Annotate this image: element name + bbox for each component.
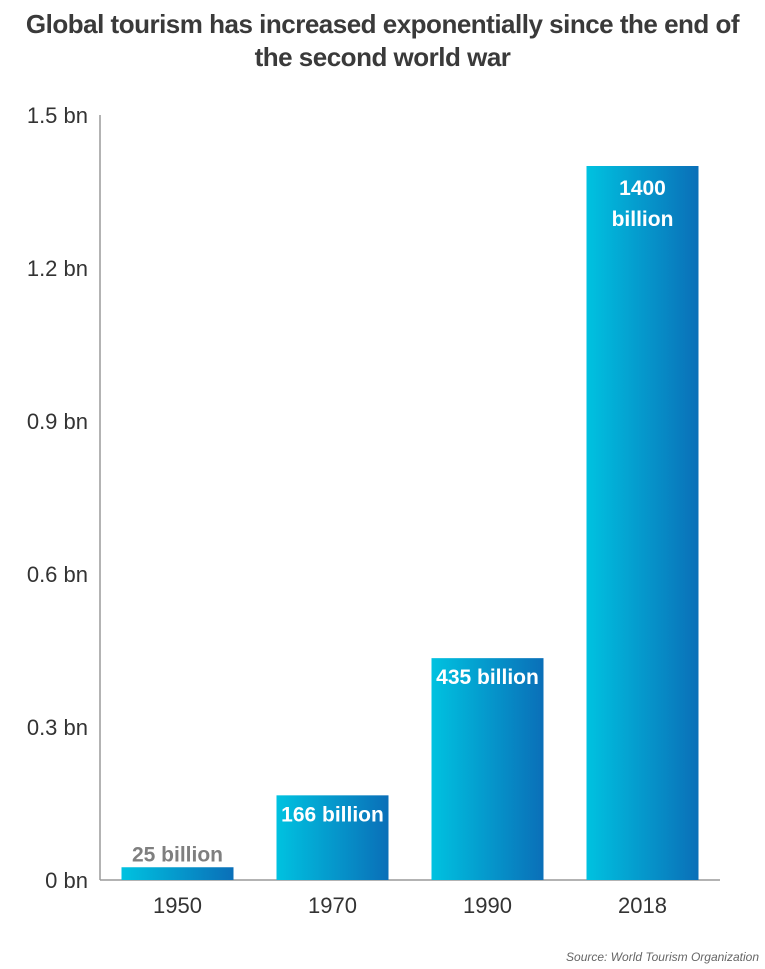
data-label: 435 billion [436,666,539,689]
data-label: 25 billion [132,843,223,866]
y-tick-label: 0.6 bn [27,562,88,587]
bar-1970 [276,795,389,880]
y-tick-label: 1.5 bn [27,103,88,128]
bar-chart: 0 bn 0.3 bn 0.6 bn 0.9 bn 1.2 bn 1.5 bn 1950 19… [27,103,720,918]
y-tick-label: 0.9 bn [27,409,88,434]
bar-1990 [431,658,544,880]
x-tick-label: 2018 [618,893,667,918]
y-tick-label: 0 bn [45,868,88,893]
source-note: Source: World Tourism Organization [566,950,759,964]
y-tick-label: 0.3 bn [27,715,88,740]
chart-data-labels: 25 billion 166 billion 435 billion 1400 bill… [132,177,673,866]
chart-bars [121,166,699,880]
bar-1950 [121,867,234,880]
x-tick-label: 1990 [463,893,512,918]
y-tick-label: 1.2 bn [27,256,88,281]
bar-2018 [586,166,699,880]
x-tick-label: 1970 [308,893,357,918]
data-label: 1400 billion [612,177,674,231]
x-tick-label: 1950 [153,893,202,918]
chart-title: Global tourism has increased exponential… [25,9,740,72]
data-label: 166 billion [281,803,384,826]
chart-axes: 0 bn 0.3 bn 0.6 bn 0.9 bn 1.2 bn 1.5 bn 1950 19… [27,103,720,918]
